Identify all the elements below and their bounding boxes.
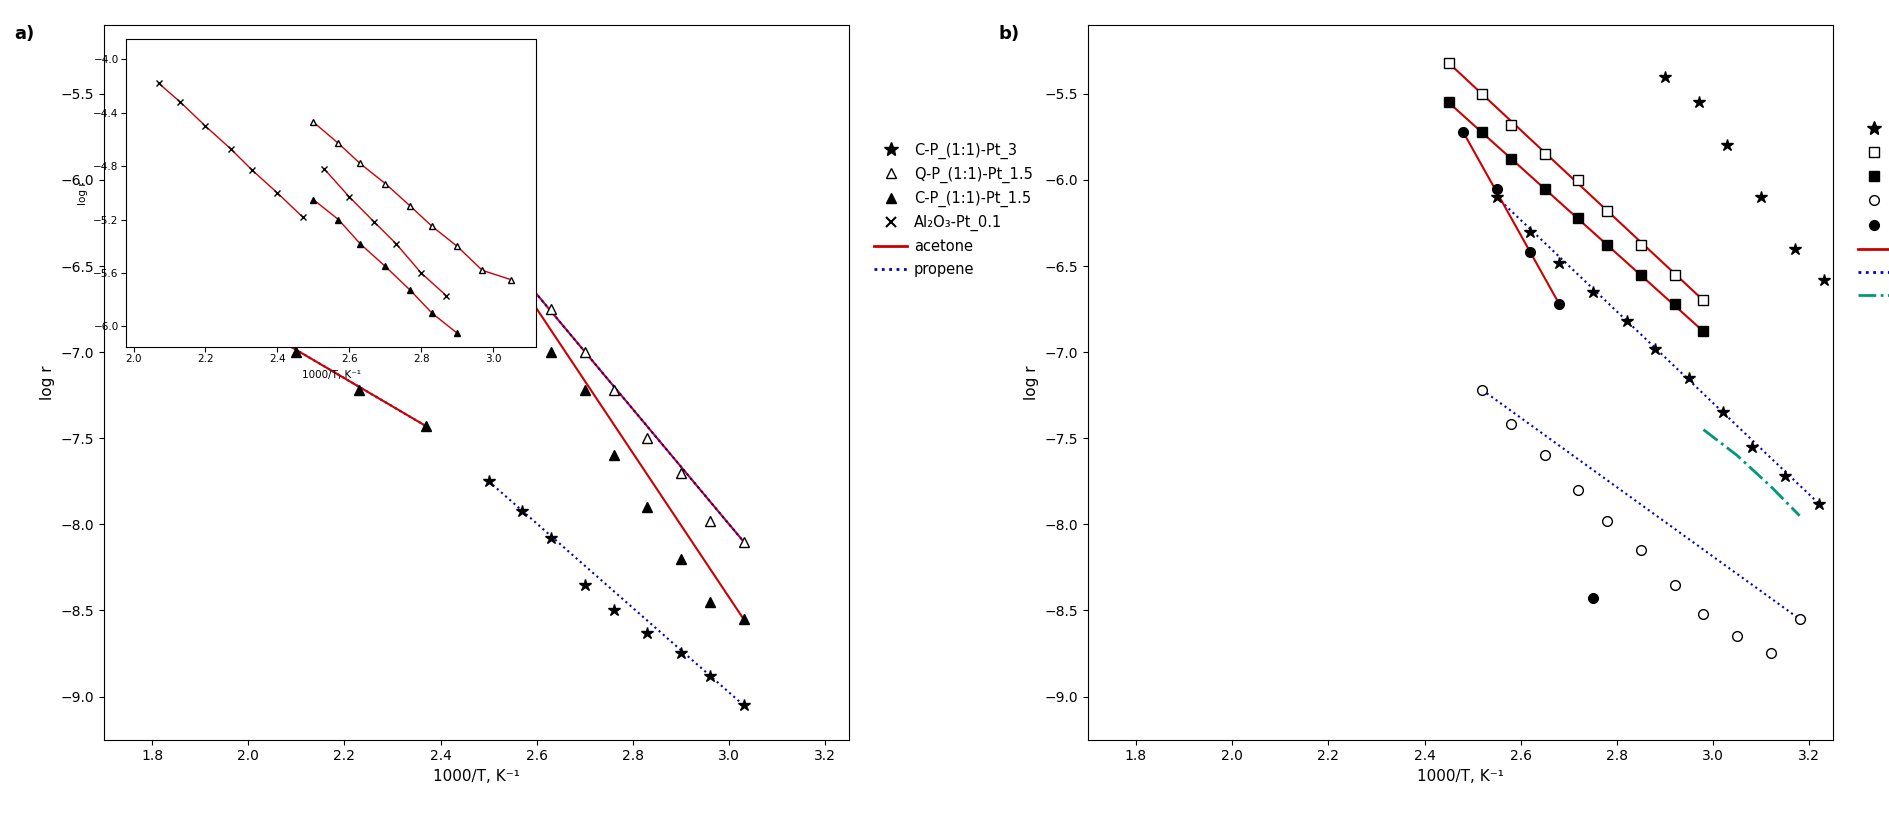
Legend: C-P_(1:1)-Pt_3, Q-P_(1:1)-Pt_1.5, C-P_(1:1)-Pt_1.5, Al₂O₃-Pt_0.1, acetone, prope: C-P_(1:1)-Pt_3, Q-P_(1:1)-Pt_1.5, C-P_(1… — [871, 140, 1035, 280]
X-axis label: 1000/T, K⁻¹: 1000/T, K⁻¹ — [433, 769, 519, 784]
Y-axis label: log r: log r — [1024, 365, 1039, 400]
Y-axis label: log r: log r — [40, 365, 55, 400]
X-axis label: 1000/T, K⁻¹: 1000/T, K⁻¹ — [1417, 769, 1504, 784]
Legend: C-P_(2:1)-Pt_6, Q-P_(2:1)-Pt_3, C-P_(2:1)-Pt_3, Q-P_(2:1)-Pt_1.5, C-P_(2:1)-Pt_1: C-P_(2:1)-Pt_6, Q-P_(2:1)-Pt_3, C-P_(2:1… — [1855, 118, 1889, 306]
Text: a): a) — [15, 25, 34, 43]
Text: b): b) — [997, 25, 1018, 43]
